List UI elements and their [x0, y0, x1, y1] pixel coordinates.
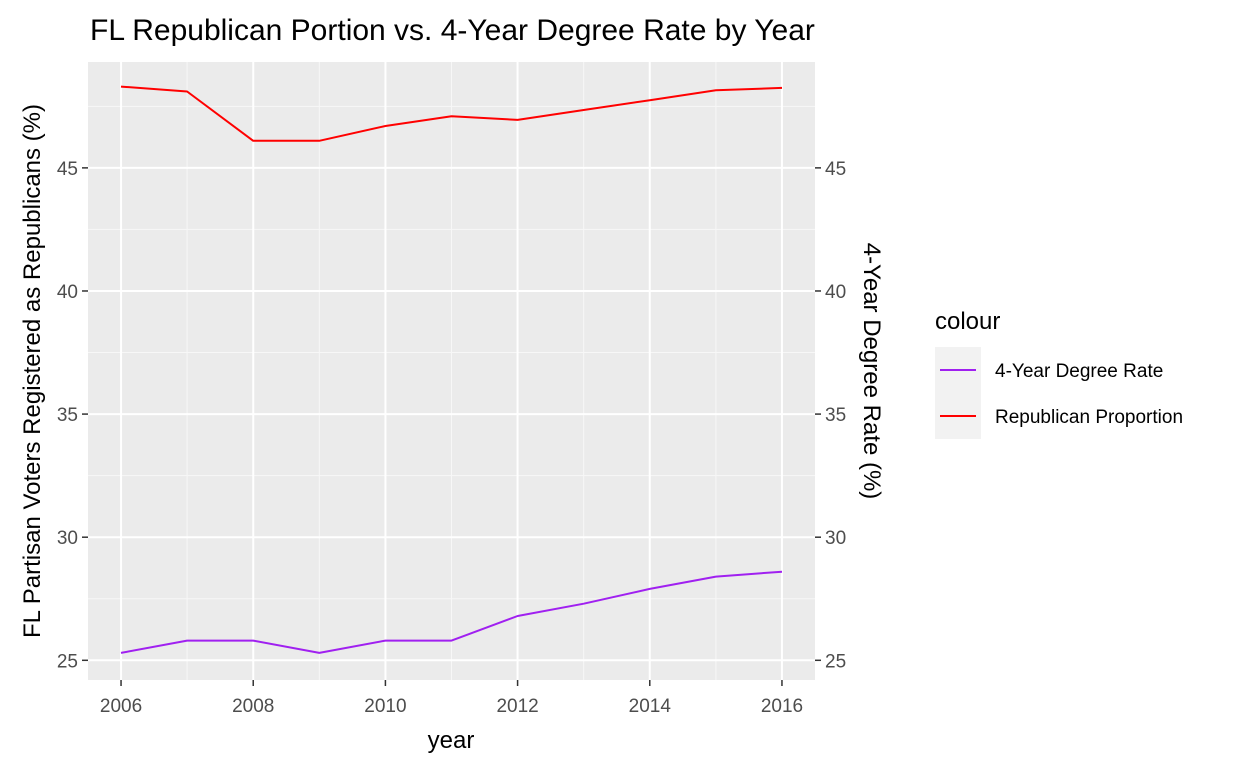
y-tick-label: 25	[57, 651, 78, 672]
legend-title: colour	[935, 308, 1000, 335]
x-tick-label: 2016	[761, 696, 803, 717]
x-tick-label: 2014	[629, 696, 672, 717]
x-tick-label: 2006	[100, 696, 142, 717]
x-axis-title: year	[428, 727, 475, 754]
x-tick-label: 2012	[496, 696, 538, 717]
series-lines	[120, 85, 783, 654]
y-tick-label: 45	[57, 159, 78, 180]
y-tick-label: 40	[57, 282, 78, 303]
y-tick-label: 30	[57, 528, 78, 549]
x-tick-label: 2008	[232, 696, 274, 717]
y2-axis-title: 4-Year Degree Rate (%)	[858, 243, 885, 500]
grid	[88, 62, 815, 680]
legend-keys-background	[935, 347, 981, 439]
y2-tick-label: 25	[825, 651, 846, 672]
legend-label-1: Republican Proportion	[995, 407, 1183, 428]
y2-tick-label: 45	[825, 159, 846, 180]
y-tick-label: 35	[57, 405, 78, 426]
x-tick-label: 2010	[364, 696, 406, 717]
series-line-1	[120, 85, 783, 142]
y2-tick-label: 40	[825, 282, 846, 303]
chart-title: FL Republican Portion vs. 4-Year Degree …	[90, 14, 815, 47]
axes: 2006 2008 2010 2012 2014 2016 25 30 35 40 45 25 30 35…	[57, 159, 846, 717]
legend-label-0: 4-Year Degree Rate	[995, 361, 1163, 382]
legend: colour 4-Year Degree Rate Republican Prop…	[935, 308, 1183, 439]
y2-tick-label: 30	[825, 528, 846, 549]
y2-tick-label: 35	[825, 405, 846, 426]
y-axis-title: FL Partisan Voters Registered as Republi…	[19, 104, 46, 638]
series-line-0	[120, 570, 783, 654]
